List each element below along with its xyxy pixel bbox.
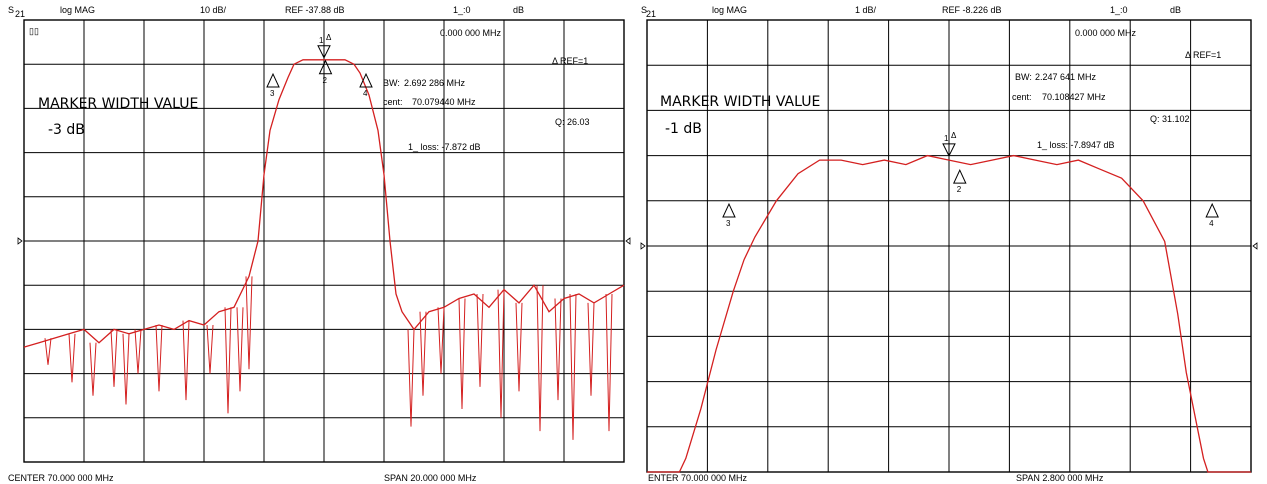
marker-triangle	[953, 168, 967, 184]
marker-delta-symbol: Δ	[326, 33, 332, 42]
trace-spike	[536, 285, 544, 432]
marker-4: 4	[359, 72, 373, 98]
marker-label: 1	[319, 36, 324, 45]
marker-triangle	[1205, 202, 1219, 218]
marker-label: 4	[363, 89, 368, 98]
marker-2: 2	[953, 168, 967, 194]
param-sub-label: 21	[15, 9, 25, 19]
panel-2: S21 log MAG 1 dB/REF -8.226 dB 1_:0 dB0.000 …	[640, 5, 1258, 483]
marker-freq-readout: 0.000 000 MHz	[1075, 28, 1137, 38]
cent-value: 70.108427 MHz	[1042, 92, 1106, 102]
panel-1: S 21 log MAG 10 dB/REF -37.88 dB 1_:0 dB0.000…	[8, 5, 631, 483]
width-value: -3 dB	[48, 122, 85, 138]
header-format: log MAG	[712, 5, 747, 15]
marker-width-label: MARKER WIDTH VALUE	[38, 96, 198, 112]
trace-spike	[407, 329, 415, 427]
header-ref: REF -37.88 dB	[285, 5, 345, 15]
trace-spike	[569, 293, 577, 440]
marker-triangle	[942, 143, 956, 157]
bw-value: 2.692 286 MHz	[404, 78, 466, 88]
trace-spike	[134, 329, 142, 374]
center-freq-label: ENTER 70.000 000 MHz	[648, 473, 748, 483]
q-readout: Q: 26.03	[555, 117, 590, 127]
bw-label: BW:	[383, 78, 400, 88]
trace-spike	[122, 333, 130, 405]
header-ch: 1_:0	[453, 5, 471, 15]
cent-value: 70.079440 MHz	[412, 97, 476, 107]
marker-label: 2	[957, 185, 962, 194]
cent-label: cent:	[1012, 92, 1032, 102]
marker-triangle	[317, 45, 331, 59]
marker-3: 3	[722, 202, 736, 228]
marker-label: 4	[1209, 219, 1214, 228]
trace-spike	[497, 289, 505, 418]
span-label: SPAN 2.800 000 MHz	[1016, 473, 1104, 483]
trace-line	[647, 154, 1251, 473]
param-label: S	[8, 5, 14, 15]
header-scale: 10 dB/	[200, 5, 227, 15]
marker-triangle	[722, 202, 736, 218]
marker-4: 4	[1205, 202, 1219, 228]
marker-triangle	[359, 72, 373, 88]
marker-triangle	[318, 59, 333, 75]
ref-mode-readout: Δ REF=1	[552, 56, 588, 66]
trace-spike	[437, 307, 445, 374]
trace-spike	[554, 298, 562, 401]
span-label: SPAN 20.000 000 MHz	[384, 473, 477, 483]
trace-spike	[419, 311, 427, 396]
trace-spike	[182, 320, 190, 401]
header-format: log MAG	[60, 5, 95, 15]
param-sub-label: 21	[646, 9, 656, 19]
trace-spike	[458, 298, 466, 410]
trace-spike	[206, 324, 214, 374]
trace-spike	[236, 307, 244, 392]
marker-triangle	[266, 72, 280, 88]
cent-label: cent:	[383, 97, 403, 107]
loss-readout: 1_ loss: -7.872 dB	[408, 142, 481, 152]
trace-spike	[44, 338, 52, 365]
trace-spike	[476, 293, 484, 387]
bw-label: BW:	[1015, 72, 1032, 82]
marker-label: 2	[323, 76, 328, 85]
ref-level-arrow-right	[625, 237, 631, 245]
marker-delta-symbol: Δ	[951, 131, 957, 140]
trace-spike	[224, 307, 232, 414]
header-ref: REF -8.226 dB	[942, 5, 1002, 15]
trace-spike	[515, 302, 523, 392]
marker-label: 3	[726, 219, 731, 228]
ref-level-arrow-right	[1252, 242, 1258, 250]
trace-spike	[587, 302, 595, 396]
marker-label: 3	[270, 89, 275, 98]
trace-spike	[155, 324, 163, 392]
marker-label: 1	[944, 134, 949, 143]
corner-icon: ▯▯	[29, 26, 39, 36]
marker-2: 2	[318, 59, 333, 85]
param-label: S	[641, 5, 647, 15]
header-ch: 1_:0	[1110, 5, 1128, 15]
width-value: -1 dB	[665, 121, 702, 137]
trace-line	[23, 59, 625, 348]
header-unit: dB	[513, 5, 524, 15]
trace-spike	[110, 329, 118, 387]
bw-value: 2.247 641 MHz	[1035, 72, 1097, 82]
trace-spike	[68, 333, 76, 383]
marker-width-label: MARKER WIDTH VALUE	[660, 94, 820, 110]
trace-spike	[89, 342, 97, 396]
loss-readout: 1_ loss: -7.8947 dB	[1037, 140, 1115, 150]
ref-level-arrow-left	[640, 242, 646, 250]
header-scale: 1 dB/	[855, 5, 877, 15]
q-readout: Q: 31.102	[1150, 114, 1190, 124]
ref-level-arrow-left	[17, 237, 23, 245]
header-unit: dB	[1170, 5, 1181, 15]
trace-spike	[605, 293, 613, 432]
marker-freq-readout: 0.000 000 MHz	[440, 28, 502, 38]
ref-mode-readout: Δ REF=1	[1185, 50, 1221, 60]
trace-spike	[245, 276, 253, 370]
center-freq-label: CENTER 70.000 000 MHz	[8, 473, 114, 483]
marker-3: 3	[266, 72, 280, 98]
